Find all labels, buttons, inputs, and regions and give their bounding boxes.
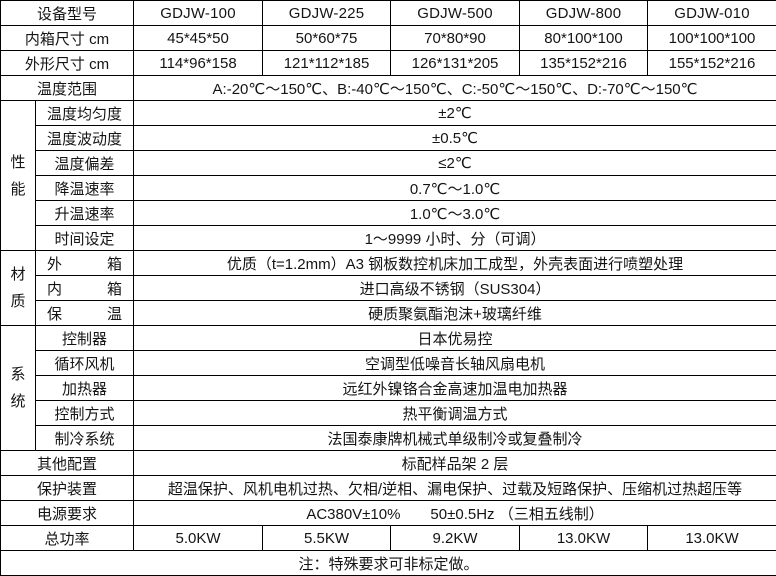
- group-label-text: 材质: [10, 261, 27, 315]
- spec-row: 加热器 远红外镍铬合金高速加温电加热器: [1, 376, 776, 401]
- power-value-cell: 5.0KW: [134, 526, 263, 551]
- model-value-cell: GDJW-010: [648, 1, 776, 26]
- group-label-performance: 性能: [1, 101, 36, 251]
- row-label: 温度范围: [1, 76, 134, 101]
- row-label: 外形尺寸 cm: [1, 51, 134, 76]
- row-label: 温度波动度: [36, 126, 134, 151]
- inner-size-cell: 45*45*50: [134, 26, 263, 51]
- model-row: 设备型号 GDJW-100 GDJW-225 GDJW-500 GDJW-800…: [1, 1, 776, 26]
- outer-size-row: 外形尺寸 cm 114*96*158 121*112*185 126*131*2…: [1, 51, 776, 76]
- row-label: 降温速率: [36, 176, 134, 201]
- row-label: 升温速率: [36, 201, 134, 226]
- inner-size-cell: 50*60*75: [263, 26, 391, 51]
- spec-value: ≤2℃: [134, 151, 776, 176]
- inner-size-row: 内箱尺寸 cm 45*45*50 50*60*75 70*80*90 80*10…: [1, 26, 776, 51]
- outer-size-cell: 135*152*216: [520, 51, 648, 76]
- spec-value: 超温保护、风机电机过热、欠相/逆相、漏电保护、过载及短路保护、压缩机过热超压等: [134, 476, 776, 501]
- spec-row: 降温速率 0.7℃～1.0℃: [1, 176, 776, 201]
- temp-range-row: 温度范围 A:-20℃～150℃、B:-40℃～150℃、C:-50℃～150℃…: [1, 76, 776, 101]
- spec-row: 温度波动度 ±0.5℃: [1, 126, 776, 151]
- inner-size-cell: 70*80*90: [391, 26, 520, 51]
- row-label: 控制器: [36, 326, 134, 351]
- row-label: 循环风机: [36, 351, 134, 376]
- spec-row: 保 温 硬质聚氨酯泡沫+玻璃纤维: [1, 301, 776, 326]
- model-value-cell: GDJW-500: [391, 1, 520, 26]
- spec-value: 标配样品架 2 层: [134, 451, 776, 476]
- group-label-system: 系统: [1, 326, 36, 451]
- outer-size-cell: 114*96*158: [134, 51, 263, 76]
- row-label: 时间设定: [36, 226, 134, 251]
- row-label: 温度偏差: [36, 151, 134, 176]
- spec-value: ±2℃: [134, 101, 776, 126]
- group-label-text: 性能: [10, 149, 27, 203]
- spec-row: 循环风机 空调型低噪音长轴风扇电机: [1, 351, 776, 376]
- model-value-cell: GDJW-225: [263, 1, 391, 26]
- spec-row: 升温速率 1.0℃～3.0℃: [1, 201, 776, 226]
- spec-value: AC380V±10% 50±0.5Hz （三相五线制）: [134, 501, 776, 526]
- row-label: 外 箱: [36, 251, 134, 276]
- power-value-cell: 13.0KW: [648, 526, 776, 551]
- spec-row: 时间设定 1～9999 小时、分（可调）: [1, 226, 776, 251]
- row-label: 保 温: [36, 301, 134, 326]
- inner-size-cell: 100*100*100: [648, 26, 776, 51]
- spec-row: 性能 温度均匀度 ±2℃: [1, 101, 776, 126]
- spec-value: 热平衡调温方式: [134, 401, 776, 426]
- spec-value: 0.7℃～1.0℃: [134, 176, 776, 201]
- spec-value: 远红外镍铬合金高速加温电加热器: [134, 376, 776, 401]
- row-label: 控制方式: [36, 401, 134, 426]
- total-power-row: 总功率 5.0KW 5.5KW 9.2KW 13.0KW 13.0KW: [1, 526, 776, 551]
- spec-value: ±0.5℃: [134, 126, 776, 151]
- spec-row: 制冷系统 法国泰康牌机械式单级制冷或复叠制冷: [1, 426, 776, 451]
- row-label: 设备型号: [1, 1, 134, 26]
- spec-value: 日本优易控: [134, 326, 776, 351]
- spec-value: 1～9999 小时、分（可调）: [134, 226, 776, 251]
- group-label-text: 系统: [10, 361, 27, 415]
- other-config-row: 其他配置 标配样品架 2 层: [1, 451, 776, 476]
- row-label: 温度均匀度: [36, 101, 134, 126]
- spec-value: 1.0℃～3.0℃: [134, 201, 776, 226]
- row-label: 保护装置: [1, 476, 134, 501]
- model-value-cell: GDJW-100: [134, 1, 263, 26]
- spec-row: 内 箱 进口高级不锈钢（SUS304）: [1, 276, 776, 301]
- spec-row: 控制方式 热平衡调温方式: [1, 401, 776, 426]
- spec-row: 材质 外 箱 优质（t=1.2mm）A3 钢板数控机床加工成型，外壳表面进行喷塑…: [1, 251, 776, 276]
- spec-value: 进口高级不锈钢（SUS304）: [134, 276, 776, 301]
- row-label: 总功率: [1, 526, 134, 551]
- row-label: 电源要求: [1, 501, 134, 526]
- row-label: 制冷系统: [36, 426, 134, 451]
- outer-size-cell: 121*112*185: [263, 51, 391, 76]
- outer-size-cell: 126*131*205: [391, 51, 520, 76]
- spec-value: 优质（t=1.2mm）A3 钢板数控机床加工成型，外壳表面进行喷塑处理: [134, 251, 776, 276]
- power-value-cell: 9.2KW: [391, 526, 520, 551]
- group-label-material: 材质: [1, 251, 36, 326]
- spec-row: 温度偏差 ≤2℃: [1, 151, 776, 176]
- model-value-cell: GDJW-800: [520, 1, 648, 26]
- inner-size-cell: 80*100*100: [520, 26, 648, 51]
- spec-value: 法国泰康牌机械式单级制冷或复叠制冷: [134, 426, 776, 451]
- outer-size-cell: 155*152*216: [648, 51, 776, 76]
- row-label: 其他配置: [1, 451, 134, 476]
- row-label: 内箱尺寸 cm: [1, 26, 134, 51]
- row-label: 加热器: [36, 376, 134, 401]
- spec-value: 空调型低噪音长轴风扇电机: [134, 351, 776, 376]
- row-label: 内 箱: [36, 276, 134, 301]
- spec-row: 系统 控制器 日本优易控: [1, 326, 776, 351]
- power-requirement-row: 电源要求 AC380V±10% 50±0.5Hz （三相五线制）: [1, 501, 776, 526]
- spec-value: 硬质聚氨酯泡沫+玻璃纤维: [134, 301, 776, 326]
- power-value-cell: 13.0KW: [520, 526, 648, 551]
- temp-range-value: A:-20℃～150℃、B:-40℃～150℃、C:-50℃～150℃、D:-7…: [134, 76, 776, 101]
- power-value-cell: 5.5KW: [263, 526, 391, 551]
- protection-row: 保护装置 超温保护、风机电机过热、欠相/逆相、漏电保护、过载及短路保护、压缩机过…: [1, 476, 776, 501]
